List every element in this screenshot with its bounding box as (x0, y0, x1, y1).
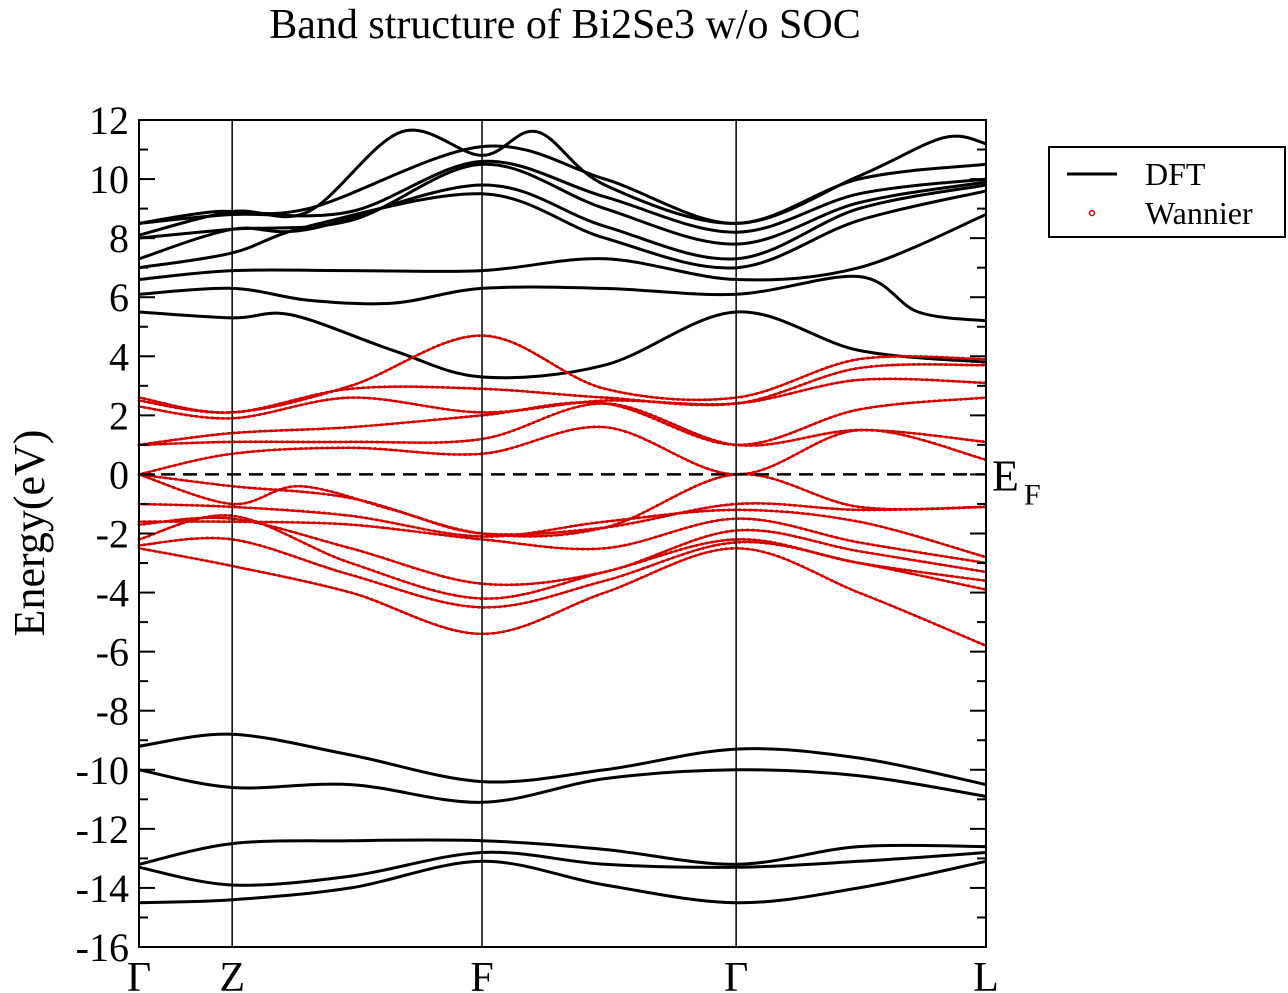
fermi-level-label: E (992, 451, 1019, 500)
y-tick-label-8: -4 (96, 571, 129, 616)
y-tick-label-1: 10 (89, 157, 129, 202)
wannier-band-line-2 (138, 514, 987, 600)
wannier-band-line-8 (138, 425, 987, 476)
wannier-band-line-0 (138, 547, 987, 647)
wannier-band-line-6 (138, 473, 987, 536)
dft-band-4 (138, 732, 987, 787)
y-tick-label-12: -12 (76, 807, 129, 852)
legend-wannier-swatch (1088, 209, 1096, 217)
dft-band-8 (138, 189, 987, 270)
x-tick-label-0: Γ (127, 955, 151, 993)
x-tick-label-3: Γ (724, 955, 748, 993)
chart-title: Band structure of Bi2Se3 w/o SOC (269, 2, 860, 48)
x-tick-label-4: L (973, 955, 999, 993)
y-tick-label-2: 8 (109, 216, 129, 261)
dft-band-1 (138, 850, 987, 887)
dft-band-10 (138, 162, 987, 246)
dft-band-2 (138, 838, 987, 866)
wannier-band-line-4 (138, 517, 987, 565)
legend-wannier-label: Wannier (1145, 195, 1253, 231)
y-axis-label: Energy(eV) (5, 430, 54, 637)
wannier-band-line-13 (138, 334, 987, 414)
dft-band-3 (138, 768, 987, 804)
y-tick-label-5: 2 (109, 393, 129, 438)
x-tick-label-1: Z (219, 955, 245, 993)
wannier-band-line-3 (138, 516, 987, 586)
y-tick-label-3: 6 (109, 275, 129, 320)
dft-band-5 (138, 310, 987, 380)
wannier-band-line-5 (138, 502, 987, 559)
y-tick-label-11: -10 (76, 748, 129, 793)
dft-band-6 (138, 274, 987, 323)
y-tick-label-9: -6 (96, 630, 129, 675)
y-tick-label-14: -16 (76, 925, 129, 970)
y-tick-label-6: 0 (109, 452, 129, 497)
y-tick-label-0: 12 (89, 98, 129, 143)
y-tick-label-13: -14 (76, 866, 129, 911)
dft-band-9 (138, 183, 987, 261)
x-tick-label-2: F (470, 955, 493, 993)
dft-band-0 (138, 859, 987, 905)
dft-band-7 (138, 213, 987, 282)
wannier-band-line-9 (138, 402, 987, 447)
y-tick-label-4: 4 (109, 334, 129, 379)
wannier-band-line-11 (138, 377, 987, 420)
dft-band-13 (138, 134, 987, 225)
fermi-level-subscript: F (1024, 478, 1041, 511)
y-tick-label-7: -2 (96, 512, 129, 557)
legend-dft-label: DFT (1145, 156, 1206, 192)
legend-box (1048, 146, 1286, 238)
y-tick-label-10: -8 (96, 689, 129, 734)
wannier-band-line-7 (138, 473, 987, 538)
